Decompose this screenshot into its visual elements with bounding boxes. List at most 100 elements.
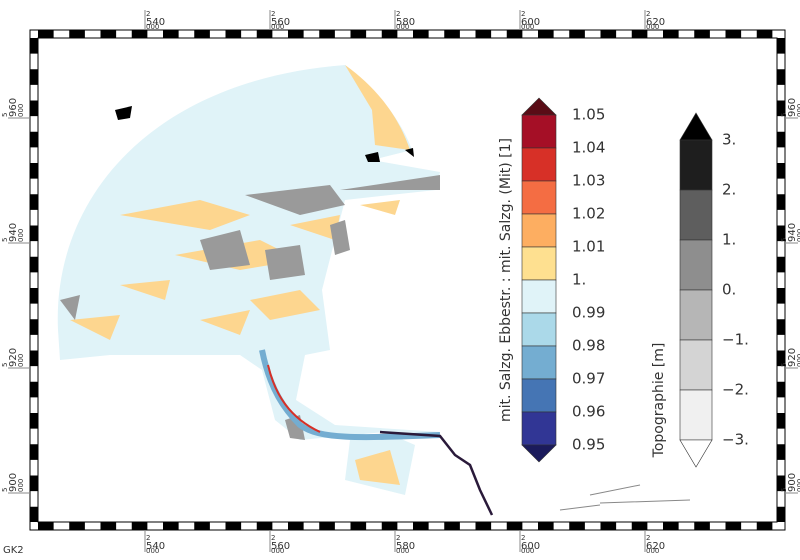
colorbar-box [521,246,557,281]
colorbar-label: 1.05 [572,106,605,124]
frame-check [131,522,148,530]
x-tick-label: 620 [646,17,665,28]
x-tick-prefix: 2 [646,10,650,18]
colorbar-box [521,114,557,149]
colorbar: 1.05 1.04 1.03 1.02 1.01 1. 0.99 0.98 0.97 0.96 0.… [498,97,605,463]
frame-check [30,413,38,429]
frame-check [694,522,710,530]
x-tick-suffix: 000 [521,547,534,555]
x-tick-suffix: 000 [396,547,409,555]
frame-check [381,522,398,530]
frame-check [194,522,210,530]
frame-check [30,100,38,117]
frame-check [694,30,710,38]
frame-check [600,30,617,38]
frame-check [288,30,304,38]
x-tick-prefix: 2 [396,10,400,18]
x-tick-label: 600 [521,541,540,552]
colorbar-box [521,180,557,215]
map-area [57,65,691,516]
x-tick-label: 580 [396,541,415,552]
frame-check [777,506,785,522]
colorbar-box [679,389,713,441]
frame-check [506,522,523,530]
colorbar-under [679,439,713,468]
frame-check [288,522,304,530]
frame-check [663,30,679,38]
x-tick-prefix: 2 [271,10,275,18]
frame-check [444,30,460,38]
frame-check [756,30,773,38]
colorbar-box [521,147,557,182]
colorbar-label: 1. [572,271,586,289]
frame-check [225,30,242,38]
colorbar-box [521,213,557,248]
frame-check [777,288,785,304]
colorbar-box [679,289,713,341]
colorbar-label: 1.02 [572,205,605,223]
frame-check [777,350,785,367]
x-tick-label: 560 [271,541,290,552]
frame-check [631,522,648,530]
y-tick-prefix: 5 [1,238,9,242]
colorbar-title: mit. Salzg. Ebbestr. : mit. Salzg. (Mit)… [498,138,514,422]
frame-check [225,522,242,530]
colorbar-label: 1.03 [572,172,605,190]
frame-check [777,38,785,54]
colorbar-box [521,279,557,314]
frame-check [30,319,38,335]
frame-check [100,522,117,530]
frame-check [38,522,54,530]
frame-check [777,163,785,179]
frame-check [194,30,210,38]
x-tick-label: 620 [646,541,665,552]
frame-check [30,163,38,179]
tidal-flat [70,65,410,485]
y-tick-prefix: 5 [1,113,9,117]
frame-check [350,522,367,530]
frame-check [413,522,429,530]
frame-check [444,522,460,530]
x-tick-suffix: 000 [396,23,409,31]
y-tick-suffix: 000 [17,229,25,242]
frame-check [663,522,679,530]
frame-check [506,30,523,38]
frame-check [30,475,38,492]
y-tick-label: 920 [787,348,798,367]
y-tick-label: 960 [787,98,798,117]
frame-check [777,225,785,242]
x-tick-prefix: 2 [521,534,525,542]
y-tick-label: 900 [787,473,798,492]
y-tick-label: 940 [787,223,798,242]
frame-outer [29,29,786,531]
x-tick-prefix: 2 [146,10,150,18]
frame-check [538,30,554,38]
frame-check [631,30,648,38]
y-tick-label: 940 [8,223,19,242]
land-area [60,175,440,440]
x-tick-label: 540 [146,17,165,28]
frame-check [475,30,492,38]
frame-check [30,506,38,522]
frame-check [413,30,429,38]
estuary-edge [267,364,321,433]
frame-check [777,194,785,210]
x-tick-suffix: 000 [271,547,284,555]
frame-check [30,381,38,398]
projection-label: GK2 [3,545,24,556]
estuary [259,349,441,441]
colorbar-box [679,139,713,191]
frame-check [777,475,785,492]
frame-check [725,30,742,38]
frame-check [30,194,38,210]
frame-check [30,256,38,273]
colorbar-label: 2. [722,181,736,199]
colorbar-label: 0.95 [572,436,605,454]
frame-check [569,30,585,38]
